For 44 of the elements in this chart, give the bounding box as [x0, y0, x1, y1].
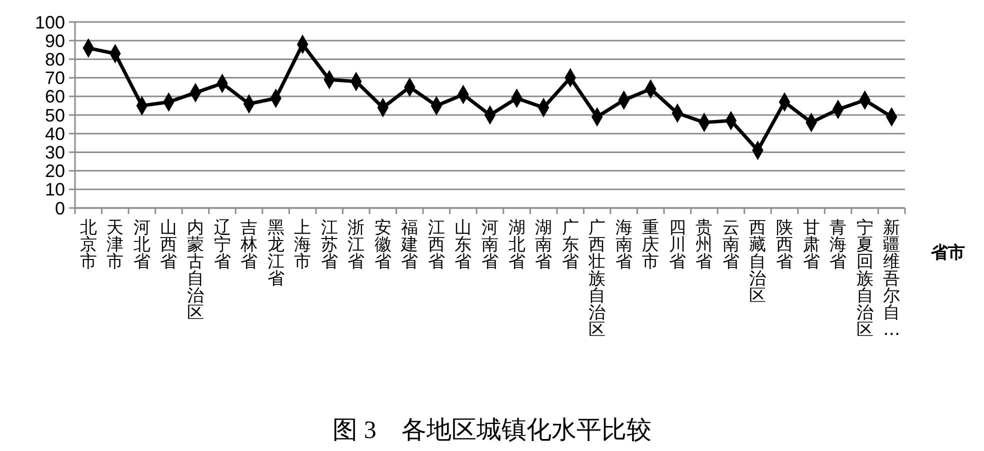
x-tick-label: 湖南省 — [535, 218, 552, 272]
x-tick-label: 西藏自治区 — [749, 218, 766, 306]
x-tick-label: 山东省 — [454, 218, 472, 272]
x-tick-label: 辽宁省 — [214, 218, 231, 272]
y-tick-label: 30 — [44, 142, 65, 162]
x-tick-label: 吉林省 — [240, 218, 258, 272]
y-tick-label: 70 — [44, 68, 65, 88]
x-tick-label: 青海省 — [830, 218, 847, 272]
x-tick-label: 河北省 — [133, 218, 150, 272]
y-tick-label: 50 — [44, 105, 65, 126]
x-tick-label: 湖北省 — [508, 218, 526, 272]
x-tick-label: 福建省 — [400, 218, 418, 272]
y-tick-label: 0 — [54, 198, 65, 218]
x-tick-label: 天津市 — [106, 218, 124, 272]
y-tick-label: 60 — [44, 86, 65, 107]
x-tick-label: 北京市 — [80, 218, 97, 272]
x-tick-label: 上海市 — [294, 218, 312, 272]
x-tick-label: 四川省 — [668, 218, 686, 272]
x-tick-label: 浙江省 — [348, 218, 365, 272]
x-tick-label: 贵州省 — [696, 218, 713, 272]
x-tick-label: 宁夏回族自治区 — [856, 218, 874, 340]
x-tick-label: 内蒙古自治区 — [186, 218, 204, 323]
x-tick-label: 江苏省 — [320, 218, 338, 272]
x-tick-label: 新疆维吾尔自… — [883, 218, 900, 340]
y-tick-label: 90 — [44, 30, 65, 51]
y-tick-label: 40 — [44, 124, 65, 144]
x-tick-label: 江西省 — [428, 218, 445, 272]
y-tick-label: 100 — [34, 12, 65, 32]
x-tick-label: 黑龙江省 — [267, 218, 284, 289]
x-tick-label: 甘肃省 — [802, 218, 820, 272]
x-tick-label: 安徽省 — [374, 218, 392, 272]
x-axis-title: 省市 — [930, 243, 965, 263]
x-tick-label: 山西省 — [160, 218, 178, 272]
text: 图 3 各地区城镇化水平比较 — [332, 417, 652, 444]
x-tick-label: 广西壮族自治区 — [588, 218, 606, 340]
x-tick-label: 云南省 — [722, 218, 740, 272]
y-tick-label: 20 — [44, 161, 65, 182]
x-tick-label: 河南省 — [482, 218, 498, 272]
x-tick-label: 海南省 — [615, 218, 632, 272]
x-tick-label: 广东省 — [562, 218, 579, 272]
y-tick-label: 80 — [44, 50, 65, 70]
x-tick-label: 重庆市 — [642, 218, 660, 272]
x-tick-label: 陕西省 — [776, 218, 794, 272]
y-tick-label: 10 — [44, 180, 65, 200]
